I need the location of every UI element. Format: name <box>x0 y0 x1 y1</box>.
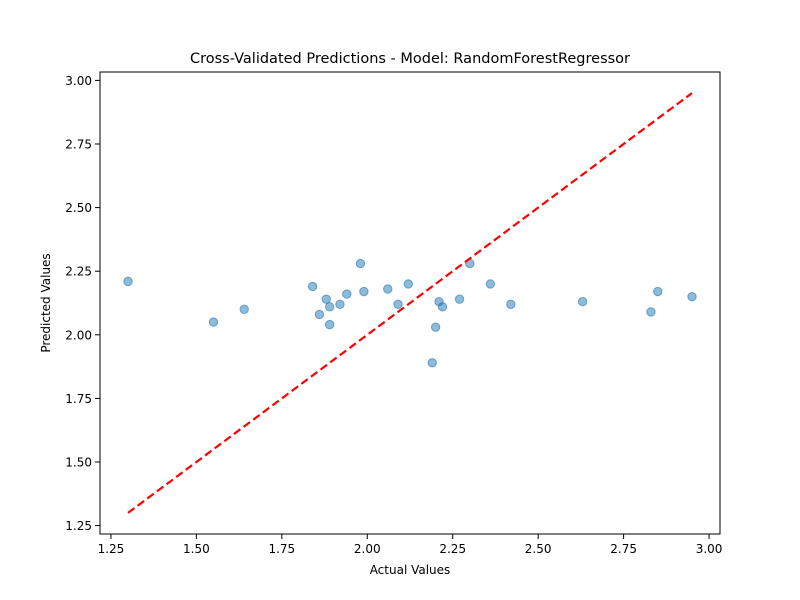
x-tick-label: 1.50 <box>183 542 210 556</box>
x-axis-ticks: 1.25 1.50 1.75 2.00 2.25 2.50 2.75 3.00 <box>98 534 723 556</box>
scatter-point <box>321 294 331 304</box>
x-axis-label: Actual Values <box>370 563 451 577</box>
scatter-point <box>342 289 352 299</box>
y-tick-label: 2.75 <box>65 137 92 151</box>
scatter-point <box>687 291 697 302</box>
plot-marks <box>123 92 697 514</box>
scatter-point <box>324 302 335 312</box>
scatter-point <box>355 258 366 269</box>
scatter-point <box>393 299 403 309</box>
identity-reference-line <box>127 92 693 514</box>
scatter-point <box>577 297 588 307</box>
x-tick-label: 2.25 <box>439 542 466 556</box>
y-axis-ticks: 1.25 1.50 1.75 2.00 2.25 2.50 2.75 3.00 <box>65 74 100 533</box>
x-tick-label: 3.00 <box>696 542 723 556</box>
y-tick-label: 1.75 <box>65 392 92 406</box>
chart-title: Cross-Validated Predictions - Model: Ran… <box>190 51 630 67</box>
plot-frame <box>99 71 721 535</box>
y-tick-label: 3.00 <box>65 74 92 88</box>
y-tick-label: 2.50 <box>65 201 92 215</box>
y-tick-label: 1.50 <box>65 456 92 470</box>
y-tick-label: 2.00 <box>65 328 92 342</box>
scatter-point <box>506 299 516 309</box>
x-tick-label: 1.75 <box>268 542 295 556</box>
scatter-point <box>239 304 249 315</box>
scatter-point <box>485 279 496 289</box>
scatter-point <box>324 319 335 330</box>
scatter-point <box>335 299 345 309</box>
x-tick-label: 1.25 <box>98 542 125 556</box>
scatter-point <box>123 276 133 287</box>
scatter-point <box>430 322 441 332</box>
scatter-point <box>646 307 656 317</box>
scatter-point <box>359 286 369 297</box>
scatter-point <box>307 281 318 292</box>
scatter-point <box>403 279 413 289</box>
x-tick-label: 2.75 <box>610 542 637 556</box>
scatter-point <box>314 309 325 320</box>
y-tick-label: 1.25 <box>65 519 92 533</box>
scatter-point <box>383 284 393 294</box>
y-tick-label: 2.25 <box>65 265 92 279</box>
x-tick-label: 2.00 <box>354 542 381 556</box>
scatter-point <box>454 294 465 304</box>
scatter-point <box>437 302 448 312</box>
scatter-point <box>208 317 219 327</box>
scatter-point <box>427 358 437 368</box>
y-axis-label: Predicted Values <box>39 253 53 352</box>
x-tick-label: 2.50 <box>525 542 552 556</box>
scatter-point <box>653 286 663 297</box>
